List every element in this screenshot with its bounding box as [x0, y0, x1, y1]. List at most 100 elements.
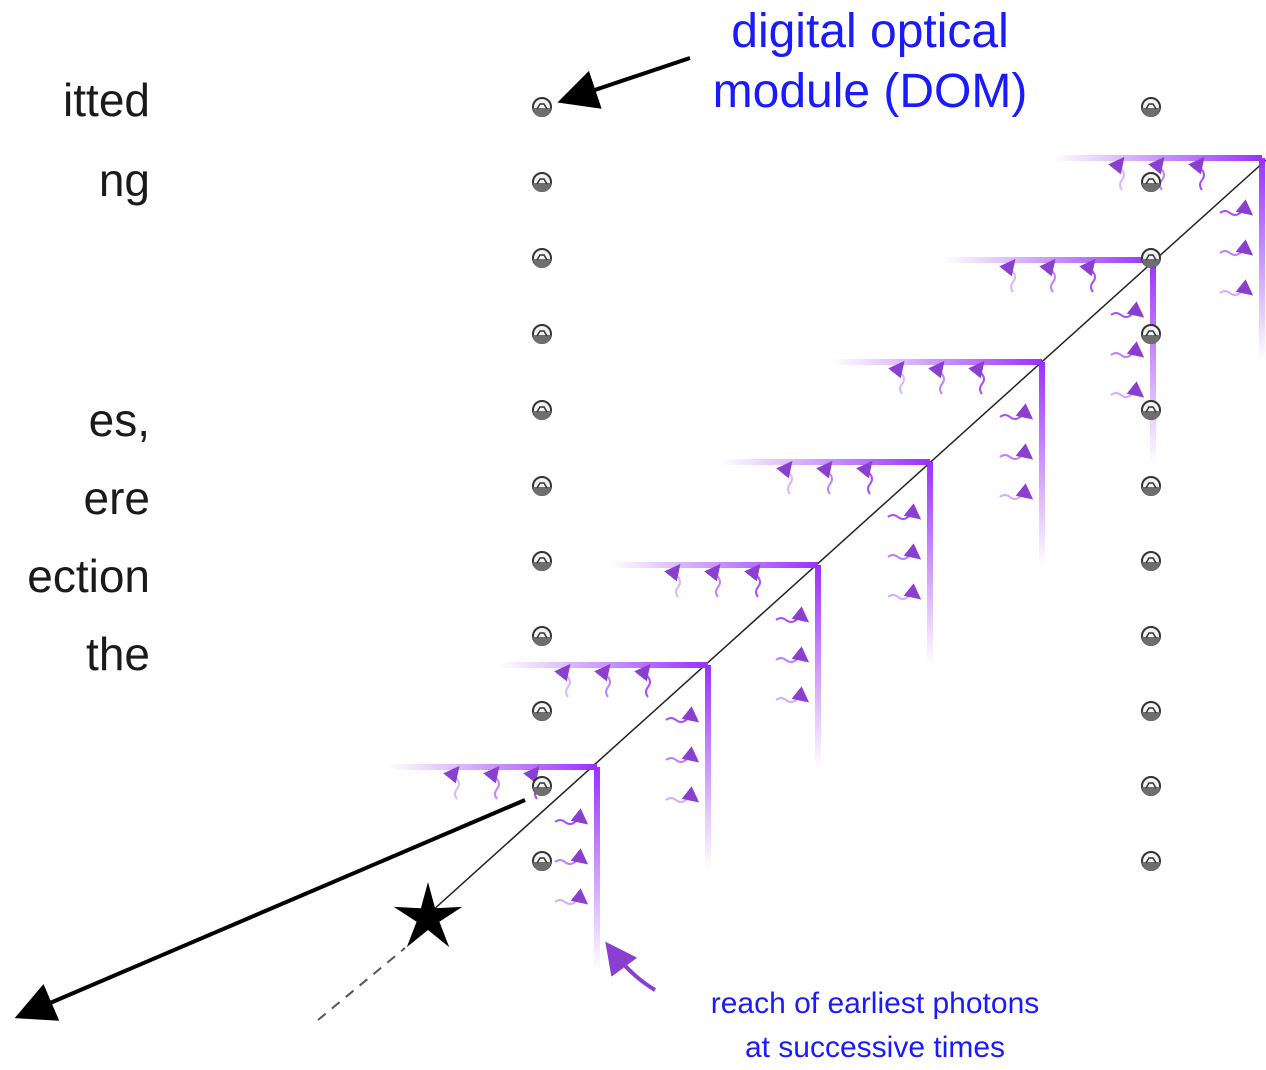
- photon-arrow: [999, 443, 1034, 460]
- wavefront-vertical: [594, 767, 600, 972]
- dom-pmt: [1145, 178, 1157, 185]
- wavefront: [387, 764, 600, 972]
- dom-icon: [1141, 776, 1161, 796]
- dom-pointer-arrow: [557, 56, 691, 109]
- track-line: [421, 159, 1266, 921]
- photon-arrow: [1188, 156, 1205, 191]
- dom-body: [1142, 411, 1160, 420]
- photon-arrow: [968, 360, 985, 395]
- dom-body: [533, 787, 551, 796]
- text-line: es,: [88, 394, 150, 446]
- dom-icon: [1141, 324, 1161, 344]
- dashed-segment: [317, 947, 406, 1021]
- star-icon: [393, 882, 463, 948]
- photon-arrow: [634, 663, 651, 698]
- dom-pmt: [1145, 103, 1157, 110]
- dom-label-line: digital optical: [731, 5, 1009, 58]
- dom-pmt: [1145, 632, 1157, 639]
- wavefront-vertical: [705, 665, 711, 870]
- photon-arrow: [554, 808, 589, 825]
- dom-body: [1142, 487, 1160, 496]
- dom-pmt: [536, 103, 548, 110]
- photon-arrow: [775, 646, 810, 663]
- dom-pmt: [1145, 557, 1157, 564]
- photon-arrow: [665, 706, 700, 723]
- wavefront-horizontal: [720, 459, 930, 465]
- dom-icon: [532, 476, 552, 496]
- dom-icon: [532, 701, 552, 721]
- dom-pmt: [536, 330, 548, 337]
- photon-arrow: [888, 360, 905, 395]
- dom-icon: [532, 551, 552, 571]
- dom-body: [533, 335, 551, 344]
- dom-icon: [1141, 476, 1161, 496]
- photon-arrow: [887, 503, 922, 520]
- arrows: [14, 56, 691, 1021]
- dom-pmt: [536, 406, 548, 413]
- dom-body: [1142, 637, 1160, 646]
- photon-arrow: [704, 563, 721, 598]
- dom-strings: [532, 97, 1161, 871]
- photon-arrow: [1079, 258, 1096, 293]
- dom-icon: [532, 248, 552, 268]
- wavefront-vertical: [1039, 362, 1045, 567]
- photon-arrow: [443, 765, 460, 800]
- wavefront-vertical: [815, 565, 821, 770]
- dom-pmt: [536, 632, 548, 639]
- direction-arrow: [14, 798, 526, 1021]
- dom-body: [1142, 862, 1160, 871]
- photon-arrow: [1039, 258, 1056, 293]
- photon-arrow: [1219, 199, 1254, 216]
- dom-icon: [532, 851, 552, 871]
- dom-pmt: [1145, 406, 1157, 413]
- dom-pmt: [1145, 330, 1157, 337]
- dom-pmt: [536, 178, 548, 185]
- dom-pmt: [536, 254, 548, 261]
- photon-arrow: [665, 746, 700, 763]
- text-line: itted: [63, 74, 150, 126]
- photon-arrow: [554, 848, 589, 865]
- dom-body: [533, 862, 551, 871]
- dom-icon: [532, 400, 552, 420]
- photon-arrow: [999, 403, 1034, 420]
- dom-pmt: [1145, 254, 1157, 261]
- photon-arrow: [1110, 301, 1145, 318]
- dom-icon: [532, 172, 552, 192]
- photon-arrow: [1110, 381, 1145, 398]
- photon-arrow: [1219, 279, 1254, 296]
- photon-arrow: [665, 786, 700, 803]
- dom-icon: [1141, 400, 1161, 420]
- text-line: ere: [83, 472, 150, 524]
- photon-arrow: [1148, 156, 1165, 191]
- photons: [443, 156, 1254, 905]
- dom-pmt: [536, 557, 548, 564]
- dom-pmt: [536, 482, 548, 489]
- dom-icon: [532, 626, 552, 646]
- text-line: the: [86, 628, 150, 680]
- photon-arrow: [816, 460, 833, 495]
- wavefront-horizontal: [1052, 155, 1262, 161]
- wavefront-horizontal: [387, 764, 597, 770]
- dom-body: [1142, 183, 1160, 192]
- photon-arrow: [1108, 156, 1125, 191]
- wavefront-horizontal: [832, 359, 1042, 365]
- cropped-text-column: itted ng es, ere ection the: [0, 0, 180, 700]
- dom-body: [1142, 787, 1160, 796]
- wavefront-vertical: [1259, 158, 1265, 363]
- photon-arrow: [928, 360, 945, 395]
- dom-pmt: [1145, 782, 1157, 789]
- wavefronts: [387, 155, 1265, 972]
- dom-icon: [1141, 851, 1161, 871]
- wavefront-horizontal: [498, 662, 708, 668]
- dom-icon: [532, 776, 552, 796]
- dom-body: [1142, 562, 1160, 571]
- photon-arrow: [776, 460, 793, 495]
- dom-pmt: [1145, 857, 1157, 864]
- photon-arrow: [483, 765, 500, 800]
- dom-pmt: [536, 857, 548, 864]
- dom-body: [533, 411, 551, 420]
- photon-arrow: [887, 583, 922, 600]
- dom-body: [533, 487, 551, 496]
- wavefront-horizontal: [943, 257, 1153, 263]
- dom-pmt: [1145, 707, 1157, 714]
